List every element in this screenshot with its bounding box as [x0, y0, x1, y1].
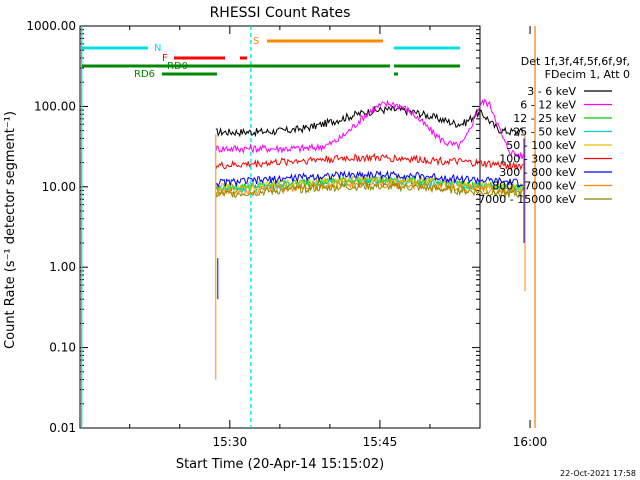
flag-label-rd0: RD0: [167, 61, 188, 72]
legend-label: 7000 - 15000 keV: [478, 193, 576, 206]
series-line: [215, 98, 524, 160]
legend-label: 50 - 100 keV: [506, 139, 576, 152]
series-line: [215, 181, 524, 199]
legend-label: 6 - 12 keV: [520, 99, 576, 112]
legend-label: 800 - 7000 keV: [492, 180, 576, 193]
series-line: [215, 174, 524, 192]
legend-label: 300 - 800 keV: [499, 166, 576, 179]
legend-label: 100 - 300 keV: [499, 153, 576, 166]
flag-label-s: S: [253, 36, 259, 47]
y-tick-label: 0.10: [49, 341, 76, 355]
y-tick-label: 1000.00: [26, 19, 76, 33]
y-axis-label: Count Rate (s⁻¹ detector segment⁻¹): [3, 111, 18, 349]
y-tick-label: 100.00: [34, 99, 76, 113]
y-tick-label: 10.00: [42, 180, 76, 194]
series-line: [215, 170, 524, 188]
timestamp: 22-Oct-2021 17:58: [560, 469, 636, 478]
chart-title: RHESSI Count Rates: [210, 5, 351, 21]
flag-label-n: N: [154, 43, 161, 54]
series-line: [215, 152, 524, 171]
y-tick-label: 1.00: [49, 260, 76, 274]
plot-frame: [79, 25, 481, 429]
legend-label: 12 - 25 keV: [513, 112, 576, 125]
series-line: [215, 105, 524, 138]
flag-label-f: F: [162, 53, 168, 64]
legend-header-line-2: FDecim 1, Att 0: [545, 68, 630, 81]
legend-header-line-1: Det 1f,3f,4f,5f,6f,9f,: [521, 55, 630, 68]
x-tick-label: 16:00: [513, 435, 548, 449]
legend-label: 25 - 50 keV: [513, 126, 576, 139]
y-tick-label: 0.01: [49, 421, 76, 435]
legend-label: 3 - 6 keV: [527, 85, 576, 98]
x-axis-label: Start Time (20-Apr-14 15:15:02): [176, 457, 384, 472]
x-tick-label: 15:45: [363, 435, 398, 449]
x-tick-label: 15:30: [213, 435, 248, 449]
flag-label-rd6: RD6: [134, 69, 155, 80]
